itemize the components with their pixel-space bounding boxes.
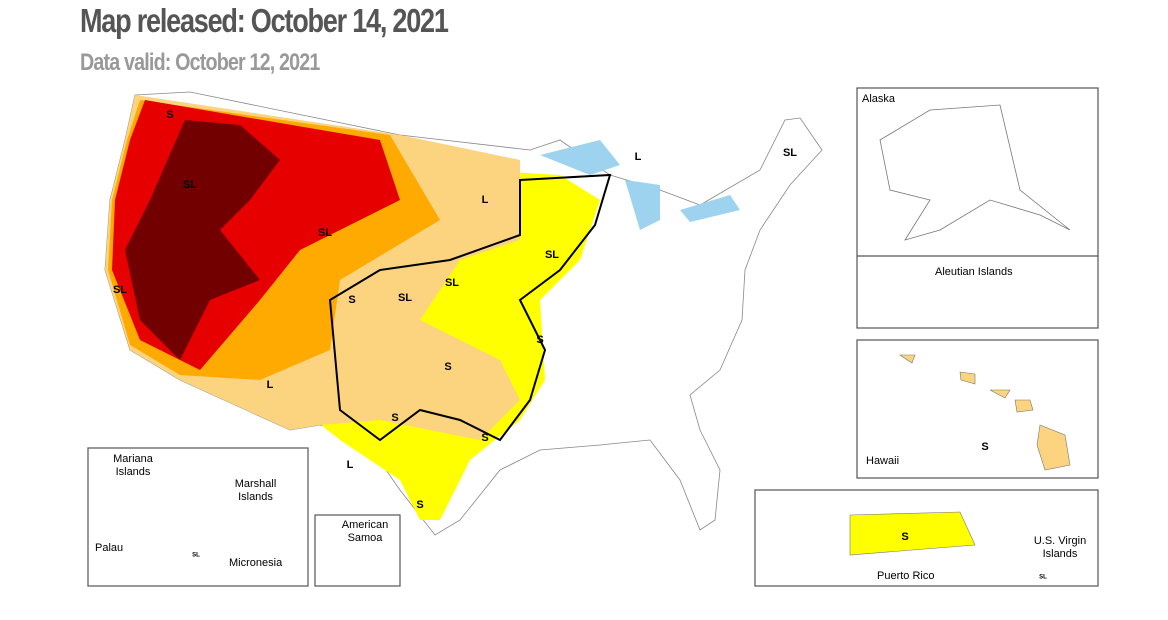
- impact-label: L: [347, 459, 354, 471]
- puerto-rico-shape: [849, 511, 976, 556]
- pacific-box: [87, 447, 309, 587]
- pr-box: [754, 489, 1099, 587]
- impact-label: SL: [445, 277, 459, 289]
- impact-label: SL: [318, 227, 332, 239]
- title: Map released: October 14, 2021: [80, 2, 449, 39]
- subtitle: Data valid: October 12, 2021: [80, 49, 320, 76]
- impact-label: SL: [1039, 575, 1047, 581]
- impact-label: S: [536, 334, 543, 346]
- hawaii-islands: [899, 354, 1071, 471]
- samoa-box: [314, 514, 401, 587]
- impact-label: L: [482, 194, 489, 206]
- impact-boundary: [328, 173, 612, 442]
- mariana-label: Mariana Islands: [113, 453, 153, 478]
- impact-label: S: [391, 412, 398, 424]
- impact-label: S: [901, 531, 908, 543]
- hawaii-label: Hawaii: [866, 455, 900, 467]
- micronesia-label: Micronesia: [229, 557, 283, 569]
- impact-label: SL: [398, 292, 412, 304]
- impact-label: L: [267, 379, 274, 391]
- impact-label: S: [416, 499, 423, 511]
- great-lakes: [540, 140, 740, 230]
- impact-label: SL: [783, 147, 797, 159]
- impact-label: SL: [192, 553, 200, 559]
- d4-area: [125, 120, 280, 360]
- impact-label: L: [635, 151, 642, 163]
- palau-label: Palau: [95, 542, 124, 554]
- impact-label: S: [166, 109, 173, 121]
- impact-label: SL: [545, 249, 559, 261]
- impact-label: S: [444, 361, 451, 373]
- impact-label: SL: [183, 179, 197, 191]
- alaska-box: [856, 87, 1099, 329]
- hawaii-box: [856, 339, 1099, 479]
- impact-label: S: [981, 441, 988, 453]
- impact-label: S: [481, 432, 488, 444]
- puerto-rico-label: Puerto Rico: [877, 570, 935, 582]
- marshall-label: Marshall Islands: [234, 478, 277, 503]
- virgin-islands-label: U.S. Virgin Islands: [1033, 535, 1087, 560]
- impact-label: SL: [113, 284, 127, 296]
- alaska-shape: [879, 104, 1071, 241]
- insets: [87, 87, 1099, 587]
- alaska-label: Alaska: [862, 93, 896, 105]
- conus: [104, 91, 823, 536]
- samoa-label: American Samoa: [341, 519, 389, 544]
- impact-label: S: [348, 294, 355, 306]
- aleutian-label: Aleutian Islands: [935, 266, 1013, 278]
